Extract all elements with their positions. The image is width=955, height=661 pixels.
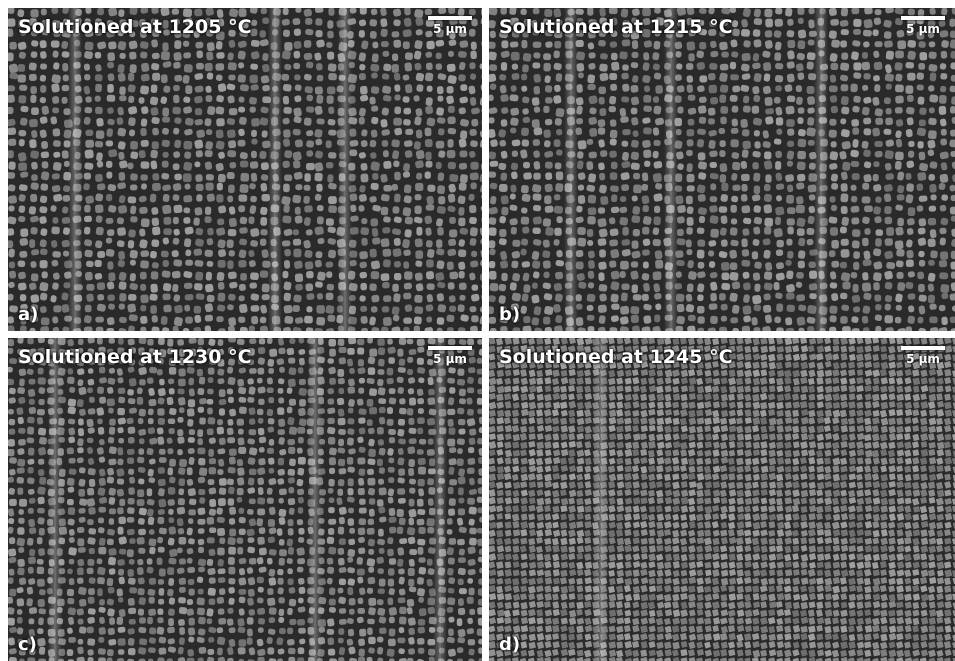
scale-bar: 5 µm [901, 16, 945, 36]
scale-bar-line [901, 346, 945, 350]
panel-letter: b) [499, 304, 521, 325]
panel-letter: a) [18, 304, 39, 325]
micrograph-a [8, 8, 482, 331]
scale-bar-line [901, 16, 945, 20]
scale-bar: 5 µm [428, 16, 472, 36]
scale-bar-label: 5 µm [433, 22, 467, 36]
panel-letter: c) [18, 634, 37, 655]
micrograph-d [489, 338, 955, 661]
scale-bar-label: 5 µm [433, 352, 467, 366]
scale-bar-line [428, 346, 472, 350]
scale-bar: 5 µm [428, 346, 472, 366]
scale-bar-label: 5 µm [906, 22, 940, 36]
scale-bar-line [428, 16, 472, 20]
micrograph-b [489, 8, 955, 331]
panel-caption: Solutioned at 1215 °C [499, 16, 733, 38]
panel-caption: Solutioned at 1230 °C [18, 346, 252, 368]
scale-bar-label: 5 µm [906, 352, 940, 366]
panel-b: Solutioned at 1215 °C 5 µm b) [489, 8, 955, 331]
panel-caption: Solutioned at 1245 °C [499, 346, 733, 368]
panel-caption: Solutioned at 1205 °C [18, 16, 252, 38]
scale-bar: 5 µm [901, 346, 945, 366]
panel-c: Solutioned at 1230 °C 5 µm c) [8, 338, 482, 661]
panel-a: Solutioned at 1205 °C 5 µm a) [8, 8, 482, 331]
micrograph-c [8, 338, 482, 661]
panel-d: Solutioned at 1245 °C 5 µm d) [489, 338, 955, 661]
panel-letter: d) [499, 634, 521, 655]
